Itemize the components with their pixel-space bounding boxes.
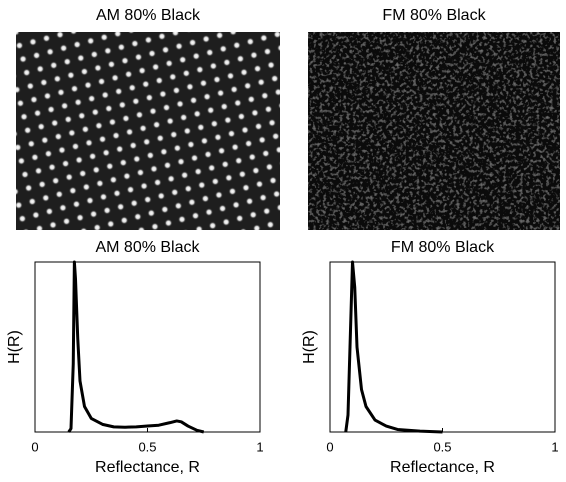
histogram-curve xyxy=(344,260,443,434)
y-axis-label: H(R) xyxy=(301,330,318,364)
y-axis-label: H(R) xyxy=(6,330,23,364)
axes-box xyxy=(34,261,261,433)
histogram-curve xyxy=(67,260,205,434)
x-tick-label: 0 xyxy=(326,439,333,454)
image-title: AM 80% Black xyxy=(96,7,201,24)
x-tick-label: 0.5 xyxy=(138,439,156,454)
axes-box xyxy=(329,261,556,433)
x-tick-label: 0 xyxy=(31,439,38,454)
x-tick-label: 0.5 xyxy=(433,439,451,454)
x-axis-label: Reflectance, R xyxy=(95,459,200,476)
am-halftone-image xyxy=(16,32,280,230)
image-title: FM 80% Black xyxy=(382,7,486,24)
fm-halftone-image xyxy=(308,32,560,230)
x-tick-label: 1 xyxy=(551,439,558,454)
x-axis-label: Reflectance, R xyxy=(390,459,495,476)
chart-title: AM 80% Black xyxy=(95,239,200,256)
x-tick-label: 1 xyxy=(256,439,263,454)
chart-title: FM 80% Black xyxy=(391,239,495,256)
